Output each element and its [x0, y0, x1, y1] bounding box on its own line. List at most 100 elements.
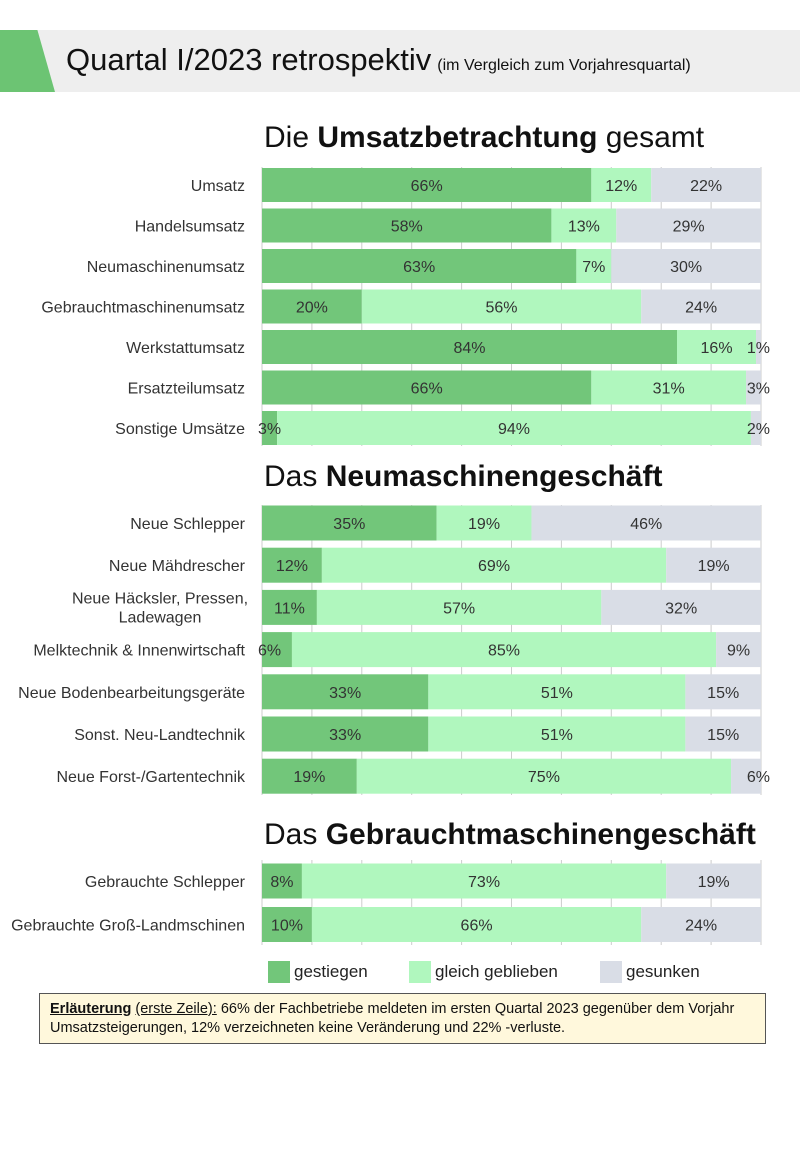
category-label: Neue Forst-/Gartentechnik	[56, 769, 246, 786]
bar-segment	[651, 168, 761, 202]
page-subtitle: (im Vergleich zum Vorjahresquartal)	[437, 57, 691, 74]
data-label: 7%	[582, 259, 605, 276]
data-label: 51%	[541, 727, 573, 744]
bar-segment	[262, 289, 362, 324]
data-label: 73%	[468, 874, 500, 891]
bar-segment	[685, 716, 761, 752]
bar-segment	[262, 505, 437, 541]
header-band	[0, 30, 800, 92]
data-label: 31%	[653, 381, 685, 398]
data-label: 66%	[411, 381, 443, 398]
note-label: Erläuterung	[50, 1001, 132, 1017]
data-label: 56%	[486, 300, 518, 317]
data-label: 3%	[258, 421, 281, 438]
section-title-neumaschinen: Das Neumaschinengeschäft	[264, 460, 662, 494]
data-label: 2%	[747, 421, 770, 438]
legend: gestiegen gleich geblieben gesunken	[0, 961, 800, 987]
bar-segment	[262, 674, 429, 710]
data-label: 69%	[478, 558, 510, 575]
data-label: 46%	[630, 516, 662, 533]
data-label: 32%	[665, 600, 697, 617]
bar-segment	[611, 249, 761, 283]
data-label: 15%	[707, 727, 739, 744]
category-label: Umsatz	[191, 178, 245, 195]
data-label: 35%	[333, 516, 365, 533]
data-label: 13%	[568, 219, 600, 236]
bar-segment	[277, 411, 751, 445]
category-label: Sonst. Neu-Landtechnik	[74, 727, 246, 744]
data-label: 24%	[685, 918, 717, 935]
data-label: 94%	[498, 421, 530, 438]
section-title-prefix: Die	[264, 121, 318, 154]
bar-segment	[262, 208, 552, 243]
category-label: Neumaschinenumsatz	[87, 259, 245, 276]
data-label: 57%	[443, 600, 475, 617]
legend-swatch-gestiegen	[268, 961, 290, 983]
legend-label: gleich geblieben	[435, 962, 558, 981]
data-label: 20%	[296, 300, 328, 317]
data-label: 8%	[270, 874, 293, 891]
bar-segment	[428, 674, 686, 710]
explanation-note: Erläuterung (erste Zeile): 66% der Fachb…	[39, 993, 766, 1044]
section-title-bold: Gebrauchtmaschinengeschäft	[325, 818, 756, 851]
data-label: 15%	[707, 685, 739, 702]
bar-segment	[685, 674, 761, 710]
data-label: 51%	[541, 685, 573, 702]
bar-segment	[262, 249, 577, 283]
bar-segment	[356, 758, 732, 794]
page-title-text: Quartal I/2023 retrospektiv	[66, 42, 432, 77]
data-label: 6%	[747, 769, 770, 786]
category-label: Ladewagen	[119, 609, 202, 626]
bar-segment	[746, 370, 761, 405]
data-label: 9%	[727, 643, 750, 660]
bar-segment	[666, 863, 761, 899]
bar-segment	[641, 289, 761, 324]
section-title-suffix: gesamt	[597, 121, 705, 154]
bar-segment	[576, 249, 612, 283]
data-label: 84%	[453, 340, 485, 357]
bar-segment	[262, 370, 592, 405]
legend-label: gestiegen	[294, 962, 368, 981]
category-label: Handelsumsatz	[135, 219, 245, 236]
page-title: Quartal I/2023 retrospektiv (im Vergleich…	[66, 42, 691, 78]
bar-segment	[641, 907, 761, 942]
bar-segment	[731, 758, 761, 794]
data-label: 11%	[274, 600, 305, 617]
bar-segment	[291, 632, 717, 668]
data-label: 24%	[685, 300, 717, 317]
bar-segment	[262, 330, 678, 364]
data-label: 33%	[329, 727, 361, 744]
data-label: 75%	[528, 769, 560, 786]
bar-segment	[262, 168, 592, 202]
bar-segment	[750, 411, 761, 445]
bar-segment	[677, 330, 757, 364]
bar-segment	[361, 289, 642, 324]
data-label: 10%	[271, 918, 303, 935]
category-label: Gebrauchtmaschinenumsatz	[41, 300, 245, 317]
legend-swatch-gesunken	[600, 961, 622, 983]
stacked-bar-charts: 66% 12% 22% Umsatz 58% 13% 29% Handelsumsatz 63%…	[11, 167, 770, 945]
category-label: Ersatzteilumsatz	[128, 381, 245, 398]
data-label: 58%	[391, 219, 423, 236]
bar-segment	[262, 758, 357, 794]
bar-segment	[591, 168, 652, 202]
category-label: Neue Schlepper	[130, 516, 245, 533]
bar-segment	[551, 208, 617, 243]
bar-segment	[616, 208, 761, 243]
data-label: 66%	[411, 178, 443, 195]
bar-segment	[666, 547, 761, 583]
data-label: 85%	[488, 643, 520, 660]
bar-segment	[436, 505, 532, 541]
bar-segment	[428, 716, 686, 752]
bar-segment	[756, 330, 761, 364]
category-label: Neue Häcksler, Pressen,	[72, 590, 248, 607]
category-label: Neue Bodenbearbeitungsgeräte	[18, 685, 245, 702]
legend-item-gleich: gleich geblieben	[409, 961, 558, 983]
data-label: 29%	[673, 219, 705, 236]
data-label: 19%	[468, 516, 500, 533]
category-label: Neue Mähdrescher	[109, 558, 246, 575]
section-title-bold: Umsatzbetrachtung	[317, 121, 598, 154]
category-label: Werkstattumsatz	[126, 340, 245, 357]
bar-segment	[262, 907, 312, 942]
legend-item-gesunken: gesunken	[600, 961, 700, 983]
